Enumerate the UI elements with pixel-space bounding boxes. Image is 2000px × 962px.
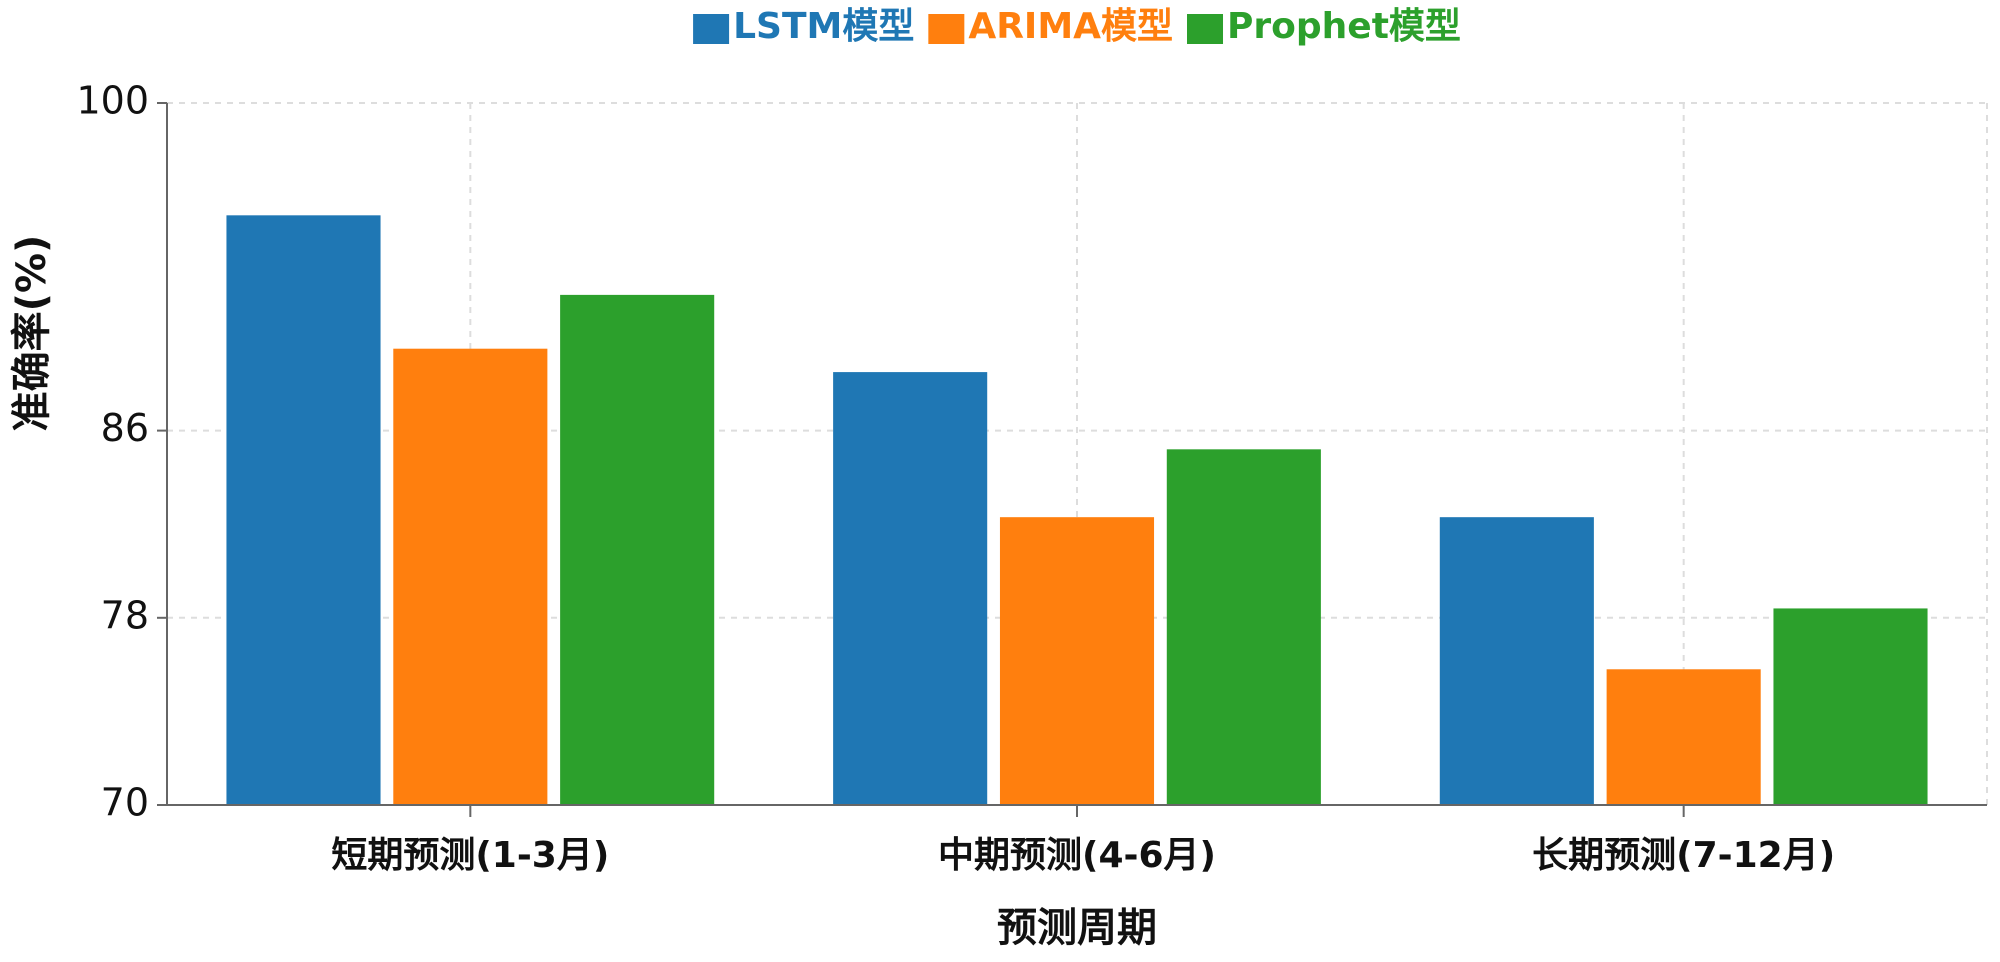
x-axis-title: 预测周期	[997, 905, 1157, 951]
bar	[560, 294, 715, 805]
y-axis-title: 准确率(%)	[9, 235, 55, 432]
legend-swatch	[928, 14, 965, 44]
x-tick-label: 短期预测(1-3月)	[331, 835, 609, 876]
legend-item: LSTM模型	[693, 6, 914, 47]
legend: LSTM模型 ARIMA模型 Prophet模型	[693, 6, 1461, 47]
y-tick-label: 70	[101, 781, 149, 825]
y-tick-label: 86	[101, 406, 149, 450]
legend-label: Prophet模型	[1227, 6, 1461, 47]
y-tick-label: 78	[101, 593, 149, 637]
legend-label: ARIMA模型	[968, 6, 1173, 47]
legend-swatch	[1187, 14, 1224, 44]
bar	[393, 348, 548, 805]
bar	[999, 517, 1155, 805]
y-tick-label: 100	[76, 79, 149, 123]
x-tick-label: 长期预测(7-12月)	[1532, 835, 1835, 876]
bar	[226, 215, 381, 805]
bar	[1773, 608, 1928, 805]
bar	[1166, 449, 1321, 805]
bar	[833, 372, 988, 805]
legend-swatch	[693, 14, 730, 44]
bar	[1439, 517, 1594, 805]
legend-label: LSTM模型	[733, 6, 914, 47]
legend-item: ARIMA模型	[928, 6, 1173, 47]
bar	[1606, 669, 1761, 805]
legend-item: Prophet模型	[1187, 6, 1461, 47]
x-tick-label: 中期预测(4-6月)	[938, 835, 1216, 876]
